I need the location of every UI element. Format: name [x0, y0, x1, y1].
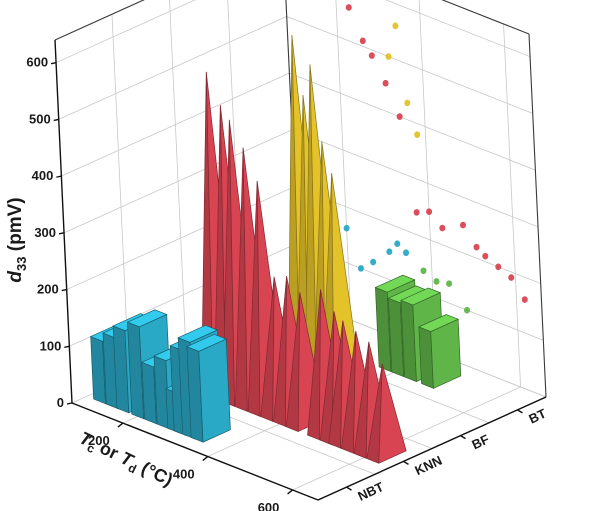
point-bt	[433, 278, 440, 285]
axis-layer	[50, 39, 547, 501]
point-knn	[439, 224, 446, 232]
point-knn	[460, 221, 467, 229]
category-tick	[517, 409, 523, 414]
point-knn	[426, 208, 433, 216]
y-tick	[66, 402, 73, 405]
bar-face	[126, 309, 168, 328]
grid-line	[385, 0, 531, 58]
bar-face	[374, 274, 416, 293]
frame-edge	[441, 0, 530, 35]
x-tick-label: 200	[88, 433, 110, 448]
point-knn	[368, 52, 375, 59]
bar-face	[400, 287, 442, 306]
bar-face	[378, 363, 407, 464]
y-tick-label: 600	[26, 55, 48, 70]
frame-edge	[54, 0, 145, 41]
point-nbt	[394, 240, 401, 248]
x-tick-label: 400	[173, 467, 195, 482]
bar-face	[177, 324, 219, 343]
bar-knn	[366, 363, 407, 464]
point-knn	[396, 113, 403, 120]
y-tick-label: 0	[57, 395, 64, 410]
y-tick-label: 400	[32, 168, 54, 183]
point-bt	[420, 267, 427, 275]
y-tick-label: 300	[34, 225, 56, 240]
y-tick	[56, 175, 62, 178]
bar-bt	[417, 314, 462, 389]
grid-line	[291, 129, 539, 228]
point-knn	[521, 296, 528, 303]
grid-line	[286, 16, 533, 114]
y-axis-label: d33 (pmV)	[5, 197, 29, 282]
x-axis-line	[71, 402, 319, 501]
point-bt	[463, 306, 470, 314]
point-knn	[345, 4, 352, 11]
y-tick-label: 200	[37, 282, 59, 297]
point-knn	[473, 243, 480, 251]
y-tick	[64, 345, 70, 348]
point-nbt	[403, 249, 410, 257]
grid-line	[335, 0, 352, 321]
point-nbt	[357, 265, 364, 272]
category-label-knn: KNN	[412, 453, 444, 479]
y-tick	[58, 232, 65, 235]
x-tick	[202, 455, 209, 462]
category-tick	[346, 486, 352, 491]
point-nbt	[370, 258, 377, 266]
point-bf	[392, 22, 399, 30]
category-tick	[460, 435, 466, 440]
point-knn	[482, 252, 489, 260]
point-bf	[404, 99, 411, 107]
category-label-bt: BT	[526, 406, 548, 427]
bar-face	[417, 314, 460, 332]
y-tick-label: 100	[40, 338, 62, 353]
point-bt	[446, 280, 453, 287]
point-knn	[359, 37, 366, 45]
grid-line	[289, 72, 536, 171]
marks-layer	[89, 4, 528, 464]
point-knn	[413, 209, 420, 216]
grid-line	[111, 14, 130, 378]
grid-line	[169, 0, 187, 352]
category-label-bf: BF	[469, 431, 491, 452]
point-bf	[414, 131, 421, 138]
point-knn	[508, 274, 515, 281]
category-label-nbt: NBT	[355, 479, 386, 504]
x-tick	[287, 489, 293, 495]
grid-line	[503, 23, 521, 387]
category-tick	[403, 460, 409, 465]
frame-edge	[528, 33, 547, 398]
x-tick	[117, 422, 124, 428]
y-tick	[53, 118, 59, 122]
point-nbt	[386, 248, 393, 256]
bar-face	[186, 333, 228, 352]
bar-nbt	[186, 333, 231, 443]
point-knn	[495, 263, 502, 271]
y-tick-label: 500	[29, 111, 51, 126]
bar-face	[198, 338, 231, 443]
category-axis-line	[317, 396, 547, 501]
point-knn	[382, 79, 389, 87]
y-tick	[50, 62, 57, 65]
y-axis-line	[54, 39, 73, 404]
y-tick	[61, 288, 67, 292]
point-nbt	[343, 224, 350, 232]
point-bf	[385, 53, 392, 60]
x-tick-label: 600	[258, 500, 280, 511]
